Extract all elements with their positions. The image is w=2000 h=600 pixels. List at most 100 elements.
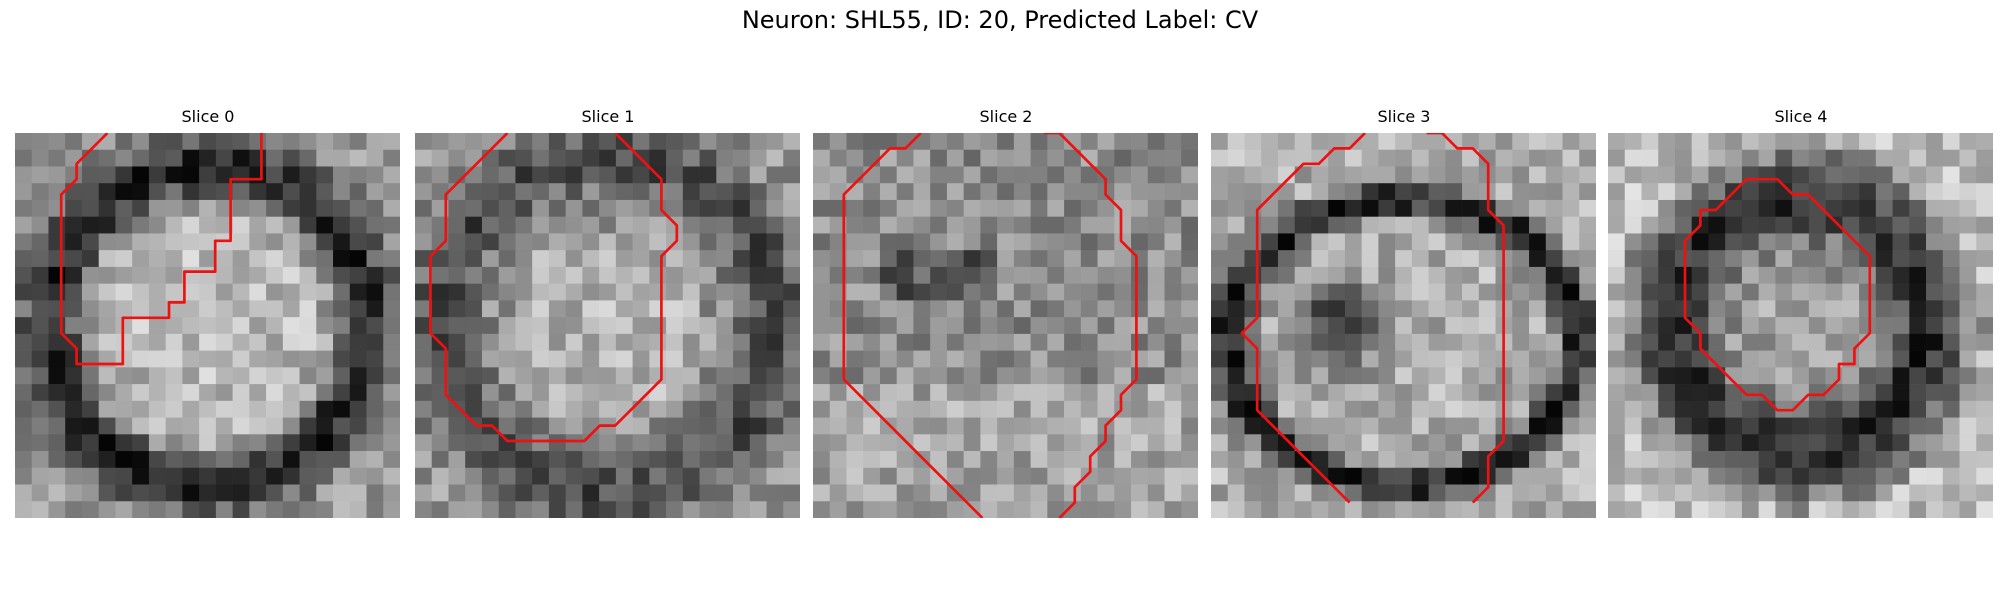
pixel: [913, 250, 931, 268]
pixel: [65, 333, 83, 351]
pixel: [1579, 434, 1596, 452]
pixel: [199, 417, 217, 435]
pixel: [349, 434, 367, 452]
pixel: [1211, 266, 1229, 284]
pixel: [896, 199, 914, 218]
pixel: [783, 484, 800, 502]
pixel: [165, 183, 183, 201]
pixel: [448, 400, 466, 418]
pixel: [132, 367, 150, 385]
pixel: [599, 133, 617, 151]
pixel: [249, 250, 267, 268]
pixel: [1691, 266, 1709, 284]
pixel: [1047, 149, 1065, 167]
pixel: [913, 199, 931, 218]
pixel: [632, 133, 650, 151]
pixel: [783, 417, 800, 435]
pixel: [733, 300, 751, 318]
pixel: [1959, 266, 1977, 284]
pixel: [182, 350, 200, 368]
pixel: [879, 250, 898, 268]
pixel: [1328, 317, 1346, 335]
pixel: [666, 451, 684, 469]
pixel: [1909, 467, 1927, 485]
pixel: [997, 266, 1015, 284]
pixel: [913, 149, 931, 167]
pixel: [1131, 484, 1149, 502]
pixel: [81, 149, 100, 167]
pixel: [846, 350, 864, 368]
pixel: [1047, 233, 1065, 251]
pixel: [1277, 317, 1296, 335]
pixel: [1277, 199, 1296, 218]
pixel: [997, 400, 1015, 418]
pixel: [1344, 133, 1362, 151]
pixel: [383, 199, 400, 218]
pixel: [1344, 266, 1362, 284]
pixel: [1976, 283, 1993, 301]
pixel: [829, 166, 847, 184]
pixel: [879, 467, 898, 485]
pixel: [1428, 266, 1446, 284]
pixel: [1641, 317, 1659, 335]
pixel: [1047, 250, 1065, 268]
pixel: [1775, 283, 1793, 301]
pixel: [81, 451, 100, 469]
pixel: [1227, 417, 1245, 435]
pixel: [1808, 216, 1826, 234]
pixel: [632, 434, 650, 452]
pixel: [1495, 133, 1513, 151]
pixel: [515, 183, 533, 201]
pixel: [632, 300, 650, 318]
pixel: [65, 216, 83, 234]
pixel: [1261, 300, 1279, 318]
pixel: [1097, 133, 1115, 151]
pixel: [1842, 283, 1860, 301]
pixel: [98, 484, 116, 502]
pixel: [733, 434, 751, 452]
pixel: [515, 434, 533, 452]
pixel: [1181, 434, 1198, 452]
pixel: [1808, 149, 1826, 167]
pixel: [1211, 149, 1229, 167]
pixel: [1047, 133, 1065, 151]
pixel: [1080, 467, 1098, 485]
pixel: [1658, 400, 1676, 418]
pixel: [1892, 434, 1910, 452]
pixel: [846, 333, 864, 351]
pixel: [863, 417, 881, 435]
pixel: [115, 300, 133, 318]
pixel: [1562, 333, 1580, 351]
pixel: [1758, 199, 1776, 218]
pixel: [81, 434, 100, 452]
pixel: [132, 183, 150, 201]
pixel: [132, 250, 150, 268]
pixel: [879, 501, 898, 518]
pixel: [383, 183, 400, 201]
pixel: [1641, 434, 1659, 452]
pixel: [31, 367, 49, 385]
pixel: [31, 166, 49, 184]
pixel: [1842, 451, 1860, 469]
pixel: [1674, 199, 1693, 218]
pixel: [963, 133, 981, 151]
pixel: [81, 384, 100, 402]
pixel: [1030, 384, 1048, 402]
pixel: [548, 451, 566, 469]
pixel: [1725, 451, 1743, 469]
pixel: [813, 317, 831, 335]
pixel: [31, 216, 49, 234]
pixel: [282, 199, 300, 218]
pixel: [1030, 166, 1048, 184]
pixel: [766, 266, 784, 284]
pixel: [448, 451, 466, 469]
pixel: [1030, 484, 1048, 502]
pixel: [1097, 149, 1115, 167]
pixel: [215, 367, 233, 385]
pixel: [1147, 367, 1165, 385]
pixel: [1691, 199, 1709, 218]
pixel: [182, 400, 200, 418]
pixel: [997, 250, 1015, 268]
pixel: [1624, 283, 1642, 301]
pixel: [1708, 501, 1726, 518]
